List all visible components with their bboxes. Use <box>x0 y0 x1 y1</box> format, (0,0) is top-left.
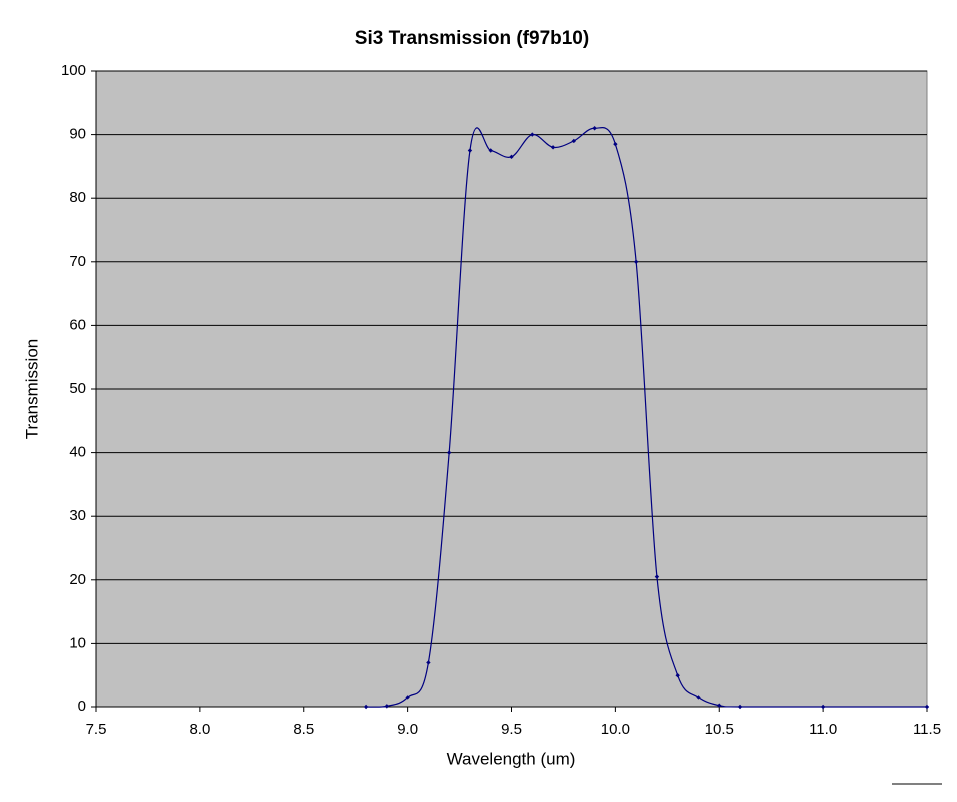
marker <box>446 450 452 455</box>
y-tick-label: 70 <box>69 253 86 270</box>
marker <box>737 704 743 710</box>
x-tick-label: 10.5 <box>705 721 734 738</box>
y-tick-label: 80 <box>69 189 86 206</box>
marker <box>467 148 473 153</box>
y-tick-label: 10 <box>69 634 86 651</box>
marker <box>717 703 722 708</box>
y-tick-label: 100 <box>61 62 86 79</box>
marker <box>571 138 577 144</box>
marker <box>592 126 597 131</box>
x-axis-label: Wavelength (um) <box>447 749 576 768</box>
x-tick-label: 9.5 <box>501 721 522 738</box>
y-tick-label: 40 <box>69 444 86 461</box>
marker <box>530 132 535 137</box>
y-tick-label: 50 <box>69 380 86 397</box>
marker <box>696 695 701 700</box>
marker <box>550 145 556 150</box>
x-tick-label: 11.0 <box>809 721 837 738</box>
marker <box>633 259 639 264</box>
x-tick-label: 11.5 <box>913 721 941 738</box>
y-tick-label: 60 <box>69 316 86 333</box>
marker <box>613 141 618 147</box>
marker <box>820 704 826 710</box>
y-tick-label: 20 <box>69 571 86 588</box>
marker <box>384 704 390 709</box>
x-tick-label: 8.0 <box>189 721 210 738</box>
marker <box>924 704 930 710</box>
marker <box>654 574 660 579</box>
marker <box>488 148 493 153</box>
y-tick-label: 30 <box>69 507 86 524</box>
x-tick-label: 8.5 <box>293 721 314 738</box>
x-tick-label: 7.5 <box>86 721 107 738</box>
y-tick-label: 0 <box>78 698 86 715</box>
marker <box>509 154 514 160</box>
chart-title: Si3 Transmission (f97b10) <box>355 28 589 49</box>
marker <box>426 660 431 665</box>
marker <box>363 704 369 710</box>
x-tick-label: 9.0 <box>397 721 418 738</box>
y-axis-label: Transmission <box>22 339 41 439</box>
x-tick-label: 10.0 <box>601 721 630 738</box>
marker <box>675 673 680 678</box>
y-tick-label: 90 <box>69 126 86 143</box>
marker <box>405 695 410 700</box>
